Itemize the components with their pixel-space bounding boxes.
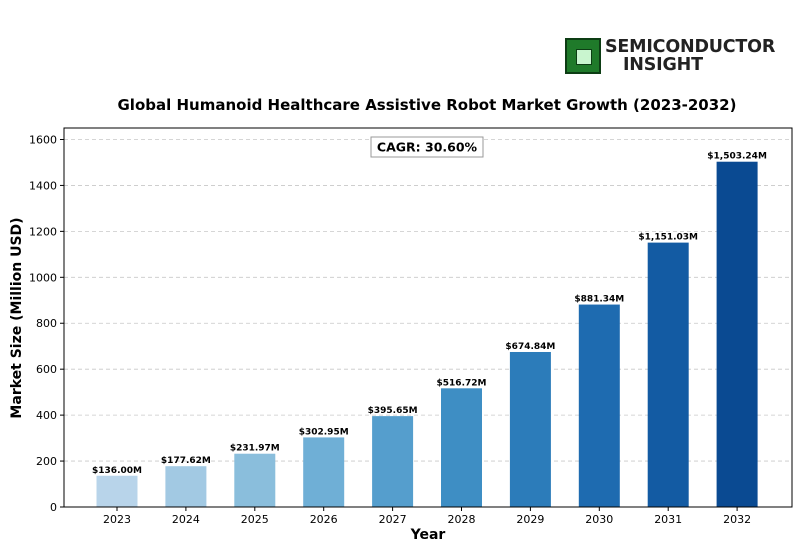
y-axis-ticks: 0 200 400 600 800 1000 1200 1400 1600 [29, 133, 64, 514]
y-tick-label: 1400 [29, 179, 57, 192]
y-tick-label: 800 [36, 317, 57, 330]
bar-2032 [716, 161, 758, 507]
x-tick-label: 2028 [448, 513, 476, 526]
bar-2030 [578, 304, 620, 507]
cagr-annotation: CAGR: 30.60% [370, 136, 484, 158]
y-tick-label: 1000 [29, 271, 57, 284]
data-label: $674.84M [505, 342, 555, 352]
x-tick-label: 2030 [585, 513, 613, 526]
data-label: $395.65M [368, 406, 418, 416]
y-axis-label: Market Size (Million USD) [9, 217, 25, 418]
x-tick-label: 2029 [516, 513, 544, 526]
bar-2025 [234, 453, 276, 507]
plot-frame [63, 127, 793, 508]
bar-2029 [509, 351, 551, 507]
x-tick-label: 2025 [241, 513, 269, 526]
bars [96, 161, 758, 508]
y-tick-label: 1600 [29, 133, 57, 146]
data-label: $231.97M [230, 444, 280, 454]
x-tick-label: 2032 [723, 513, 751, 526]
x-axis-label: Year [410, 527, 446, 543]
bar-2031 [647, 242, 689, 508]
bar-2024 [165, 466, 207, 507]
x-tick-label: 2024 [172, 513, 200, 526]
x-tick-label: 2027 [379, 513, 407, 526]
data-label: $302.95M [299, 427, 349, 437]
x-tick-label: 2026 [310, 513, 338, 526]
x-axis-ticks: 2023 2024 2025 2026 2027 2028 2029 2030 2031 2032 [103, 507, 751, 526]
data-label: $177.62M [161, 456, 211, 466]
data-label: $136.00M [92, 466, 142, 476]
data-label: $1,503.24M [707, 152, 767, 162]
y-tick-label: 600 [36, 363, 57, 376]
bar-2023 [96, 475, 138, 507]
bar-2028 [441, 388, 482, 507]
bar-2027 [372, 416, 414, 507]
gridlines [64, 139, 792, 462]
logo-text-line1: SEMICONDUCTOR [605, 37, 776, 57]
logo: SEMICONDUCTOR INSIGHT [565, 37, 776, 78]
cagr-label: CAGR: 30.60% [377, 140, 478, 155]
y-tick-label: 400 [36, 409, 57, 422]
data-label: $881.34M [574, 295, 624, 305]
data-labels: $136.00M $177.62M $231.97M $302.95M $395.65M… [92, 152, 767, 476]
y-tick-label: 200 [36, 455, 57, 468]
x-tick-label: 2023 [103, 513, 131, 526]
chip-icon [565, 38, 601, 74]
chart-title: Global Humanoid Healthcare Assistive Rob… [118, 96, 737, 114]
y-tick-label: 1200 [29, 225, 57, 238]
y-tick-label: 0 [50, 501, 57, 514]
data-label: $1,151.03M [638, 233, 698, 243]
cagr-box [370, 136, 484, 158]
bar-2026 [303, 437, 345, 507]
data-label: $516.72M [437, 378, 487, 388]
logo-text-line2: INSIGHT [623, 55, 703, 75]
x-tick-label: 2031 [654, 513, 682, 526]
